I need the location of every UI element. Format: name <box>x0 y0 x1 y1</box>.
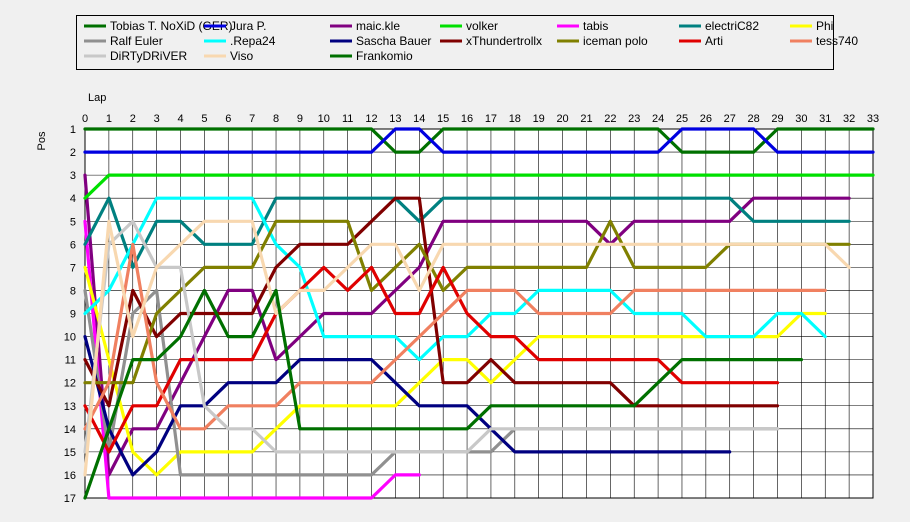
x-tick-label-29: 29 <box>771 113 783 125</box>
series-line-8 <box>83 196 827 362</box>
x-tick-label-5: 5 <box>201 113 207 125</box>
x-axis-title: Lap <box>88 92 106 104</box>
x-tick-label-21: 21 <box>580 113 592 125</box>
legend-label-5: electriC82 <box>705 19 759 33</box>
x-tick-label-7: 7 <box>249 113 255 125</box>
series-lines <box>83 127 875 500</box>
legend-label-0: Tobias T. NoXiD (GER) <box>110 19 232 33</box>
y-tick-label-14: 14 <box>64 424 76 436</box>
legend-label-13: tess740 <box>816 34 858 48</box>
x-tick-label-11: 11 <box>342 113 353 125</box>
x-tick-label-27: 27 <box>724 113 736 125</box>
x-tick-label-0: 0 <box>82 113 88 125</box>
y-tick-label-17: 17 <box>64 493 76 505</box>
x-tick-label-10: 10 <box>318 113 330 125</box>
y-tick-label-5: 5 <box>70 216 76 228</box>
legend-label-3: volker <box>466 19 498 33</box>
y-tick-label-4: 4 <box>70 193 76 205</box>
legend-label-14: DiRTyDRiVER <box>110 49 187 63</box>
y-tick-label-2: 2 <box>70 147 76 159</box>
y-tick-label-7: 7 <box>70 262 76 274</box>
y-axis-title: Pos <box>36 131 48 150</box>
series-line-1 <box>83 127 875 154</box>
x-tick-label-2: 2 <box>130 113 136 125</box>
x-tick-labels: 0 1 2 3 4 5 6 7 8 9 10 11 12 13 14 15 16 17 18 19 20 21 22 23 24… <box>82 113 879 125</box>
legend-label-8: .Repa24 <box>230 34 276 48</box>
legend-label-7: Ralf Euler <box>110 34 163 48</box>
x-tick-label-33: 33 <box>867 113 879 125</box>
y-tick-label-9: 9 <box>70 309 76 321</box>
series-line-14 <box>83 219 780 454</box>
x-tick-label-9: 9 <box>297 113 303 125</box>
series-line-11 <box>83 219 851 385</box>
legend-label-2: maic.kle <box>356 19 400 33</box>
x-tick-label-14: 14 <box>413 113 425 125</box>
legend-label-16: Frankomio <box>356 49 413 63</box>
x-tick-label-16: 16 <box>461 113 473 125</box>
x-tick-label-31: 31 <box>819 113 831 125</box>
x-tick-label-3: 3 <box>154 113 160 125</box>
y-tick-label-1: 1 <box>70 124 76 136</box>
x-tick-label-32: 32 <box>843 113 855 125</box>
y-tick-label-12: 12 <box>64 378 76 390</box>
legend-label-12: Arti <box>705 34 723 48</box>
series-line-15 <box>83 219 851 477</box>
x-tick-label-6: 6 <box>225 113 231 125</box>
legend-label-1: Jura P. <box>230 19 266 33</box>
x-tick-label-24: 24 <box>652 113 664 125</box>
x-tick-label-20: 20 <box>556 113 568 125</box>
x-tick-label-28: 28 <box>747 113 759 125</box>
series-line-12 <box>83 265 780 454</box>
legend-label-6: Phi <box>816 19 833 33</box>
x-tick-label-13: 13 <box>389 113 401 125</box>
legend-label-11: iceman polo <box>583 34 648 48</box>
y-tick-label-11: 11 <box>65 355 76 367</box>
x-tick-label-18: 18 <box>509 113 521 125</box>
x-tick-label-17: 17 <box>485 113 497 125</box>
x-tick-label-1: 1 <box>106 113 112 125</box>
x-tick-label-22: 22 <box>604 113 616 125</box>
series-line-2 <box>83 173 851 477</box>
series-line-3 <box>83 173 875 200</box>
series-line-10 <box>83 196 780 408</box>
x-tick-label-26: 26 <box>700 113 712 125</box>
y-tick-label-6: 6 <box>70 239 76 251</box>
x-tick-label-23: 23 <box>628 113 640 125</box>
x-tick-label-30: 30 <box>795 113 807 125</box>
x-tick-label-12: 12 <box>365 113 377 125</box>
y-tick-label-13: 13 <box>64 401 76 413</box>
x-tick-label-4: 4 <box>177 113 183 125</box>
x-tick-label-8: 8 <box>273 113 279 125</box>
legend: Tobias T. NoXiD (GER)Jura P. maic.kle volk… <box>76 15 858 70</box>
x-tick-label-15: 15 <box>437 113 449 125</box>
x-tick-label-19: 19 <box>533 113 545 125</box>
legend-label-4: tabis <box>583 19 608 33</box>
series-line-16 <box>83 288 803 500</box>
y-tick-label-10: 10 <box>64 332 76 344</box>
legend-label-9: Sascha Bauer <box>356 34 431 48</box>
legend-label-15: Viso <box>230 49 253 63</box>
x-tick-label-25: 25 <box>676 113 688 125</box>
y-tick-label-3: 3 <box>70 170 76 182</box>
y-tick-label-15: 15 <box>64 447 76 459</box>
y-tick-label-8: 8 <box>70 285 76 297</box>
legend-label-10: xThundertrollx <box>466 34 542 48</box>
y-tick-label-16: 16 <box>64 470 76 482</box>
